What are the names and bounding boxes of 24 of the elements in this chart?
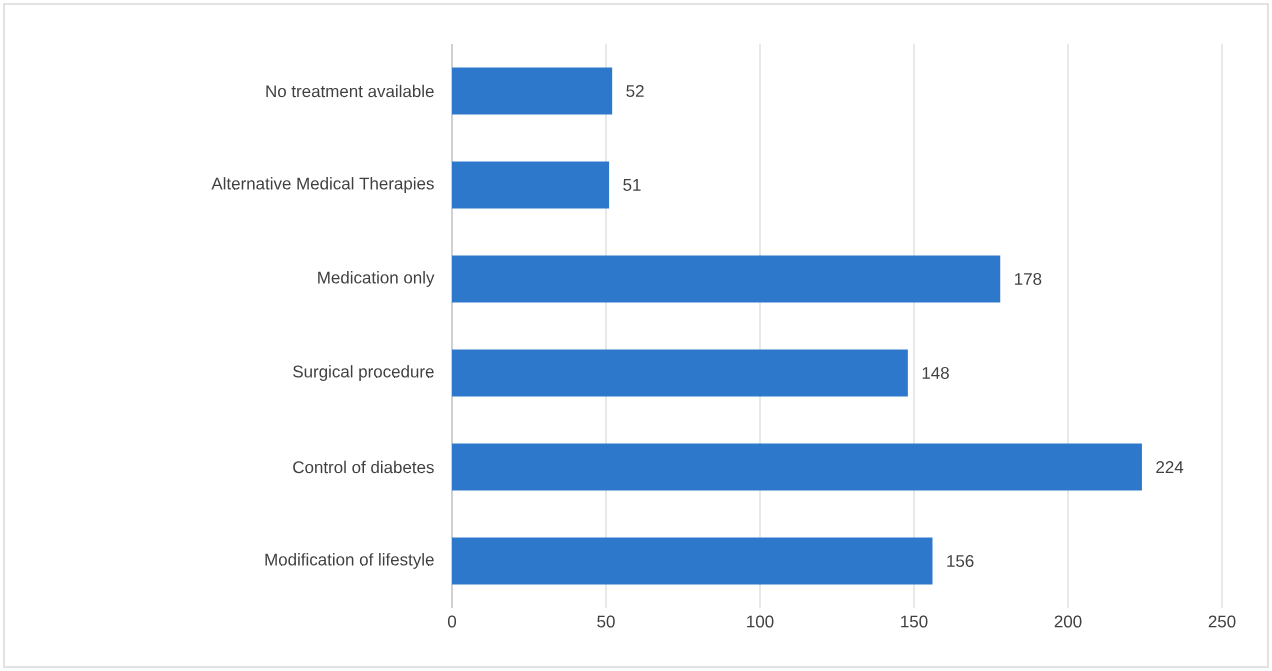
data-label: 156 xyxy=(947,555,974,568)
bar xyxy=(452,161,610,209)
y-tick-label: Alternative Medical Therapies xyxy=(211,177,434,193)
bar xyxy=(452,349,908,397)
bar xyxy=(452,255,1001,303)
x-tick-label: 50 xyxy=(597,615,615,628)
y-tick-label: Surgical procedure xyxy=(293,365,434,381)
x-tick-label: 200 xyxy=(1054,615,1082,628)
data-label: 178 xyxy=(1015,273,1042,286)
bar xyxy=(452,67,613,115)
y-tick-label: Medication only xyxy=(318,271,435,287)
x-tick-label: 0 xyxy=(447,615,457,628)
bar xyxy=(452,537,933,585)
bar xyxy=(452,443,1142,491)
y-tick-label: Modification of lifestyle xyxy=(265,553,434,569)
data-label: 51 xyxy=(623,179,641,191)
x-tick-label: 250 xyxy=(1208,615,1236,628)
data-label: 148 xyxy=(922,367,949,380)
y-tick-label: No treatment available xyxy=(266,84,434,98)
y-tick-label: Control of diabetes xyxy=(293,460,434,474)
data-label: 52 xyxy=(626,85,644,98)
data-label: 224 xyxy=(1156,461,1184,473)
x-tick-label: 150 xyxy=(901,615,928,628)
x-tick-label: 100 xyxy=(747,615,774,628)
